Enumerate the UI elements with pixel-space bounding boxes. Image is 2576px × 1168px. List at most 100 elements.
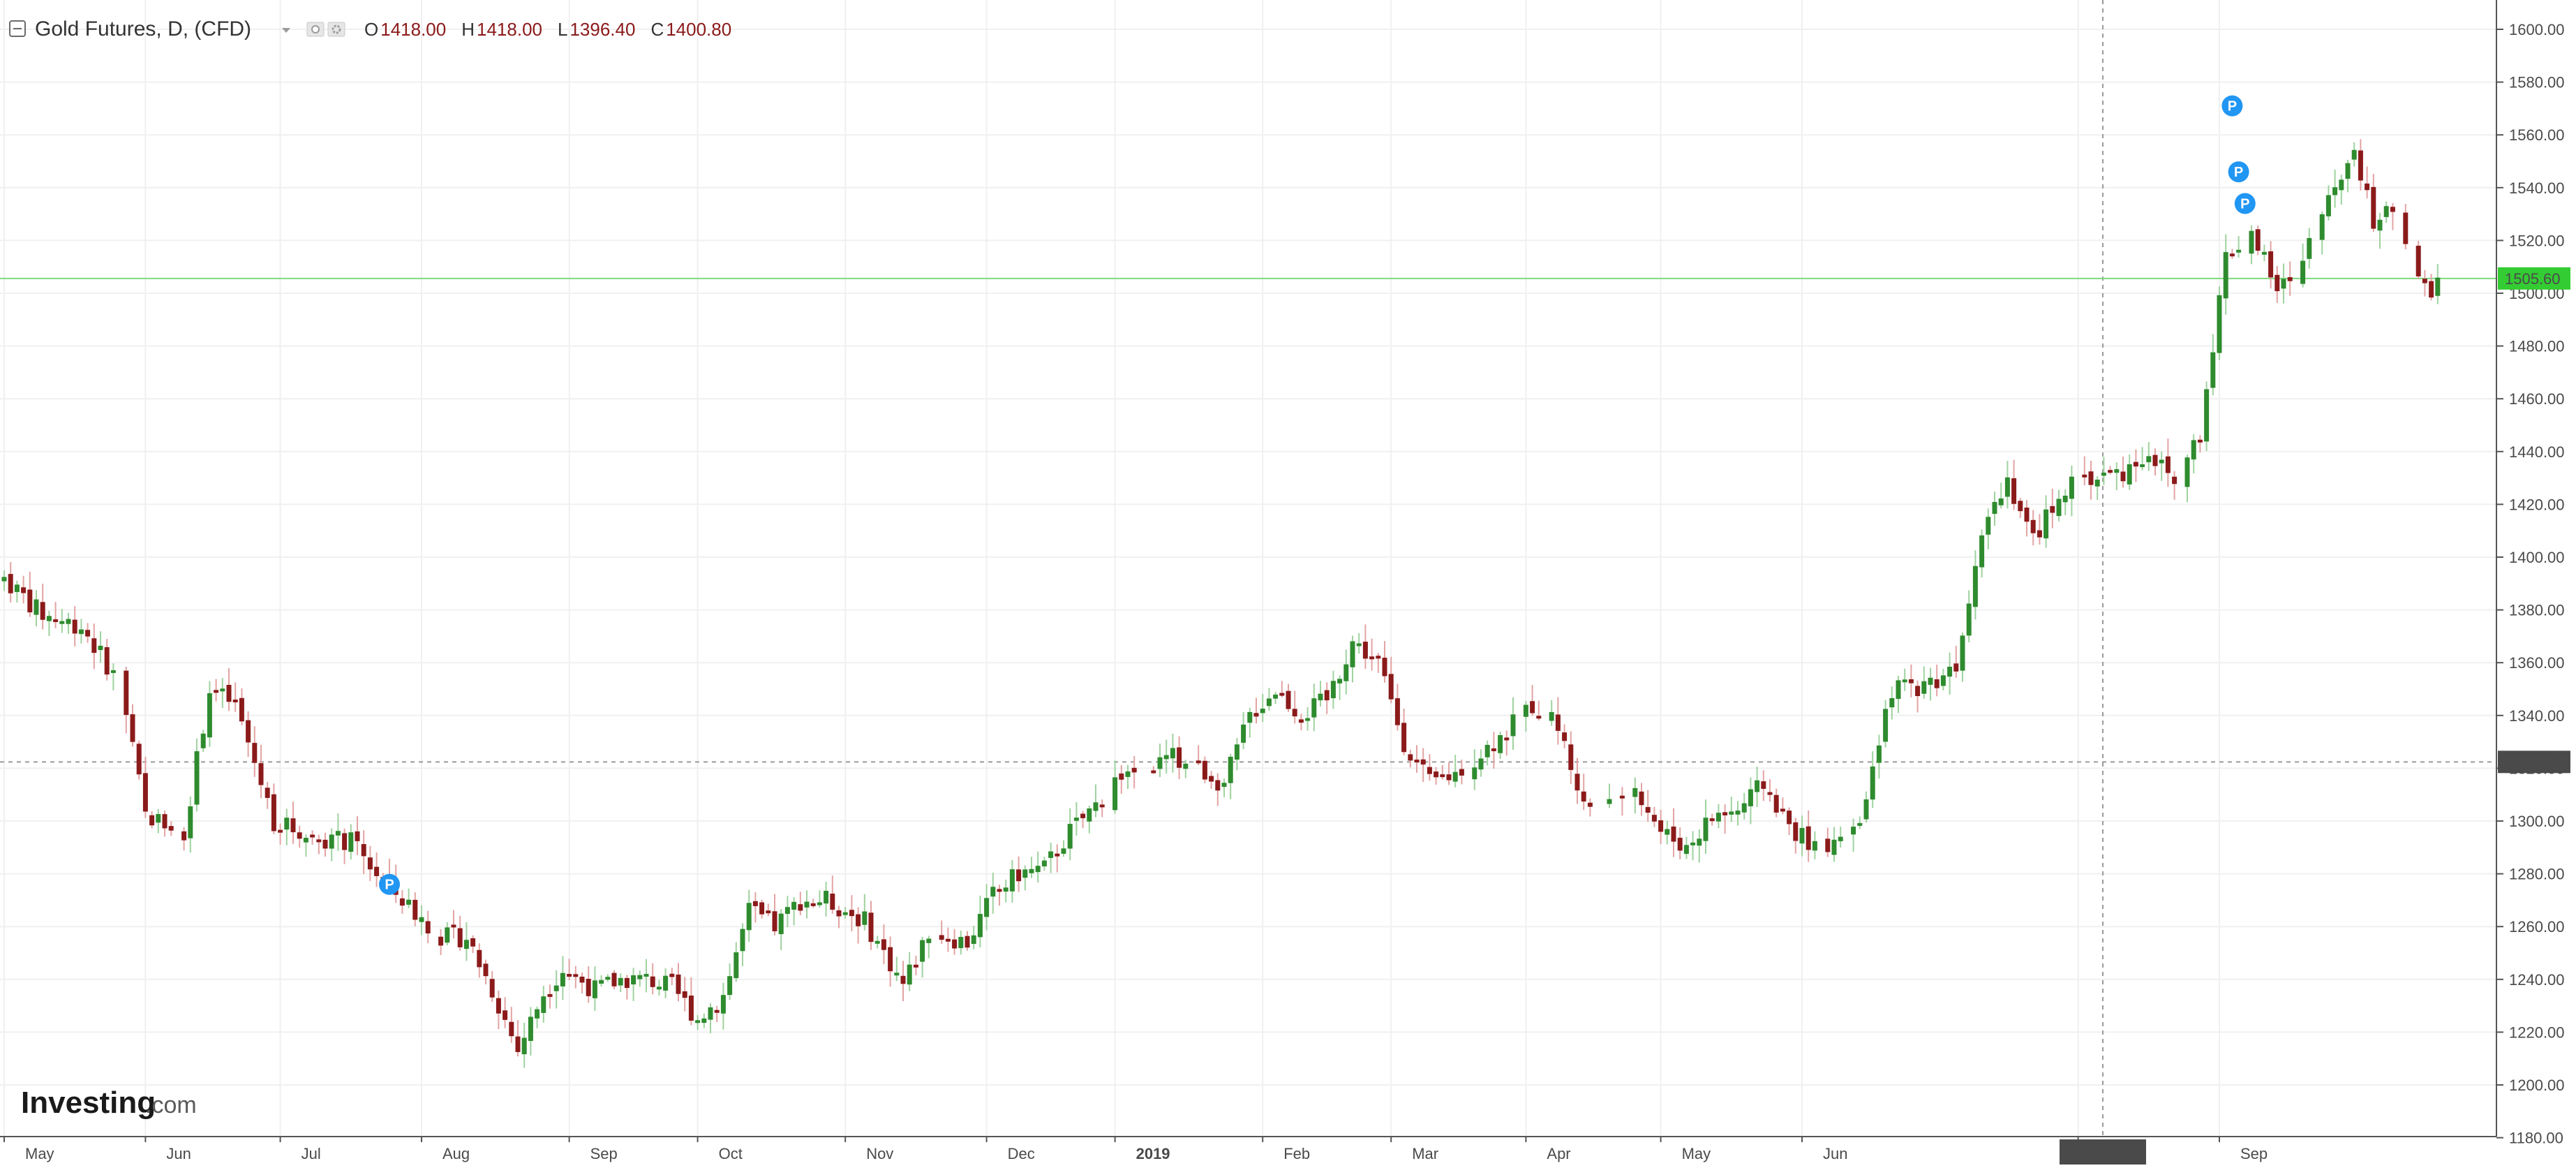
legend: Gold Futures, D, (CFD) O 1418.00 H 1418.00 L… (9, 17, 731, 40)
gear-icon[interactable] (327, 22, 345, 37)
candle (515, 1020, 521, 1057)
eye-icon[interactable] (306, 22, 325, 37)
candle-body (1016, 869, 1022, 882)
candle (27, 571, 33, 617)
candle-body (477, 949, 482, 968)
candle (541, 986, 546, 1023)
candle (2050, 488, 2055, 528)
candle-body (2281, 279, 2286, 289)
candle (849, 895, 854, 932)
candle (1799, 815, 1805, 857)
price-axis-background[interactable] (2496, 0, 2576, 1168)
last-price-value: 1505.60 (2505, 270, 2561, 288)
event-markers[interactable]: P P P P (379, 95, 2256, 895)
price-tick-label: 1360.00 (2509, 654, 2565, 672)
candle-body (2415, 245, 2421, 276)
candle-body (53, 619, 59, 623)
candle-body (1202, 760, 1207, 780)
candle-body (239, 697, 244, 722)
candle-body (2088, 471, 2094, 485)
candle (567, 959, 572, 980)
candle (888, 936, 893, 987)
candle-body (772, 911, 777, 931)
candle-body (1337, 679, 1343, 683)
candle (842, 907, 848, 919)
candle-body (1260, 709, 1265, 714)
minus-square-icon[interactable] (9, 20, 26, 37)
candle-body (1934, 679, 1940, 688)
candle (21, 575, 27, 604)
candle (194, 738, 200, 812)
candle-body (907, 964, 912, 985)
candle (1568, 731, 1574, 784)
caret-down-icon[interactable] (282, 28, 290, 33)
candle-body (399, 898, 405, 906)
candle (2133, 449, 2138, 482)
candle-body (1562, 732, 1568, 741)
candle (2383, 201, 2389, 223)
candle (535, 1006, 540, 1028)
candle (246, 711, 251, 757)
candle-body (1574, 774, 1580, 791)
candle-body (72, 619, 77, 634)
candle (1998, 482, 2004, 509)
candle-body (836, 910, 842, 917)
candle (1394, 683, 1400, 731)
candle (2082, 456, 2087, 486)
candle-body (226, 684, 232, 702)
candle-body (810, 903, 816, 906)
marker-circle (2234, 193, 2256, 214)
price-tick-label: 1580.00 (2509, 74, 2565, 91)
candle-body (1163, 755, 1169, 760)
candle-body (618, 977, 623, 986)
candle-body (46, 616, 52, 621)
candle (2249, 225, 2254, 265)
candle-body (1645, 806, 1651, 813)
candle-body (297, 832, 302, 839)
candle (438, 929, 444, 956)
time-tick-label: Sep (590, 1145, 618, 1162)
candle (2094, 475, 2100, 501)
candle-body (1029, 868, 1034, 873)
candle-body (573, 974, 579, 977)
candle-body (66, 619, 71, 624)
high-value: 1418.00 (477, 19, 542, 40)
candle (913, 955, 918, 975)
candle-body (1715, 813, 1721, 822)
candle (1870, 751, 1875, 808)
candle-body (1080, 813, 1086, 818)
candle (1773, 788, 1779, 818)
candle-body (1093, 802, 1099, 811)
candle-body (1722, 812, 1728, 815)
candle (2217, 286, 2222, 360)
candlestick-series[interactable] (1, 139, 2441, 1068)
candle-body (2018, 501, 2023, 512)
symbol-title[interactable]: Gold Futures, D, (CFD) (35, 17, 251, 40)
candle-body (1703, 818, 1708, 841)
candle (1665, 820, 1670, 845)
candle-body (567, 974, 572, 977)
candle-body (1273, 694, 1279, 699)
candle-body (1741, 803, 1747, 813)
candle (1986, 508, 1991, 549)
candle (1125, 764, 1131, 790)
candle-body (1330, 681, 1336, 699)
candle-body (1408, 754, 1413, 761)
last-price-badge: 1505.60 (2498, 267, 2570, 290)
candle (997, 885, 1002, 906)
high-label: H (461, 19, 475, 40)
candle-body (2255, 229, 2261, 251)
candle-body (1992, 501, 1997, 515)
candle-body (509, 1021, 514, 1037)
candle-body (2094, 480, 2100, 487)
candle-body (2165, 456, 2171, 473)
candle-body (200, 733, 206, 748)
candle-body (1960, 635, 1965, 671)
candle (130, 704, 135, 747)
candle-body (817, 902, 822, 905)
candle-body (361, 844, 366, 857)
price-tick-label: 1280.00 (2509, 866, 2565, 883)
candle (2197, 435, 2203, 453)
